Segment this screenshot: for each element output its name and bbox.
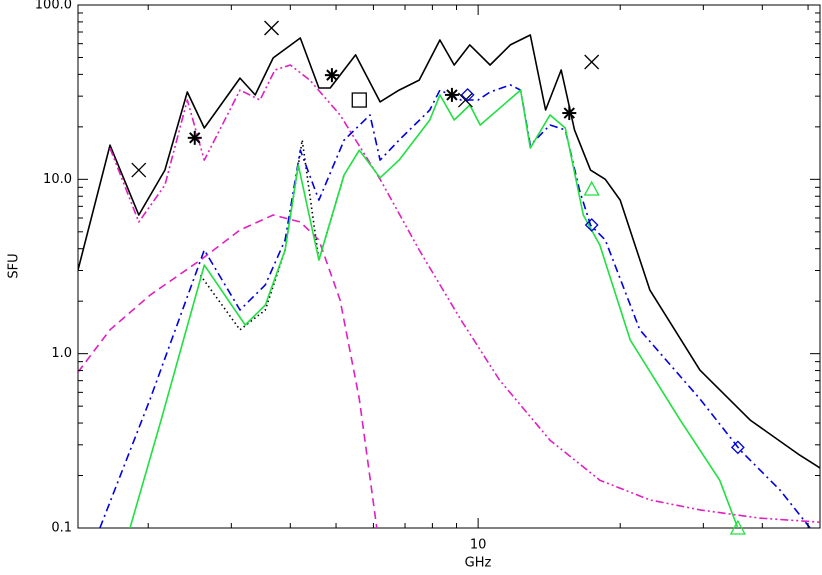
series-line	[78, 34, 820, 469]
y-tick-label: 10.0	[43, 172, 72, 187]
marker-diamond	[584, 218, 599, 232]
plot-frame	[77, 4, 821, 529]
marker-stroke	[326, 69, 338, 81]
marker-stroke	[131, 162, 147, 178]
marker-stroke	[457, 92, 473, 108]
y-tick-label: 0.1	[51, 521, 72, 536]
marker-triangle	[583, 180, 600, 196]
series-line	[109, 64, 820, 523]
marker-square	[351, 92, 367, 108]
marker-asterisk	[187, 130, 202, 145]
x-axis-label: GHz	[465, 556, 492, 571]
marker-diamond	[730, 440, 745, 455]
y-axis-label: SFU	[7, 253, 22, 278]
y-tick-label: 100.0	[35, 0, 72, 13]
marker-asterisk	[562, 106, 577, 121]
marker-asterisk	[324, 68, 339, 83]
series-line	[129, 89, 739, 528]
y-tick-label: 1.0	[51, 346, 72, 361]
series-line	[78, 214, 378, 528]
marker-stroke	[264, 20, 279, 36]
marker-x	[457, 92, 473, 108]
marker-x	[584, 54, 600, 70]
plot-lines	[78, 34, 820, 528]
x-tick-label: 10	[470, 538, 487, 553]
marker-asterisk	[444, 87, 459, 102]
marker-stroke	[584, 54, 600, 70]
marker-x	[131, 162, 147, 178]
series-line	[199, 139, 345, 331]
marker-stroke	[563, 107, 575, 119]
marker-triangle	[729, 519, 746, 535]
marker-stroke	[446, 89, 458, 101]
series-line	[99, 84, 811, 528]
marker-diamond	[460, 87, 475, 102]
marker-x	[264, 20, 279, 36]
marker-stroke	[189, 132, 201, 144]
